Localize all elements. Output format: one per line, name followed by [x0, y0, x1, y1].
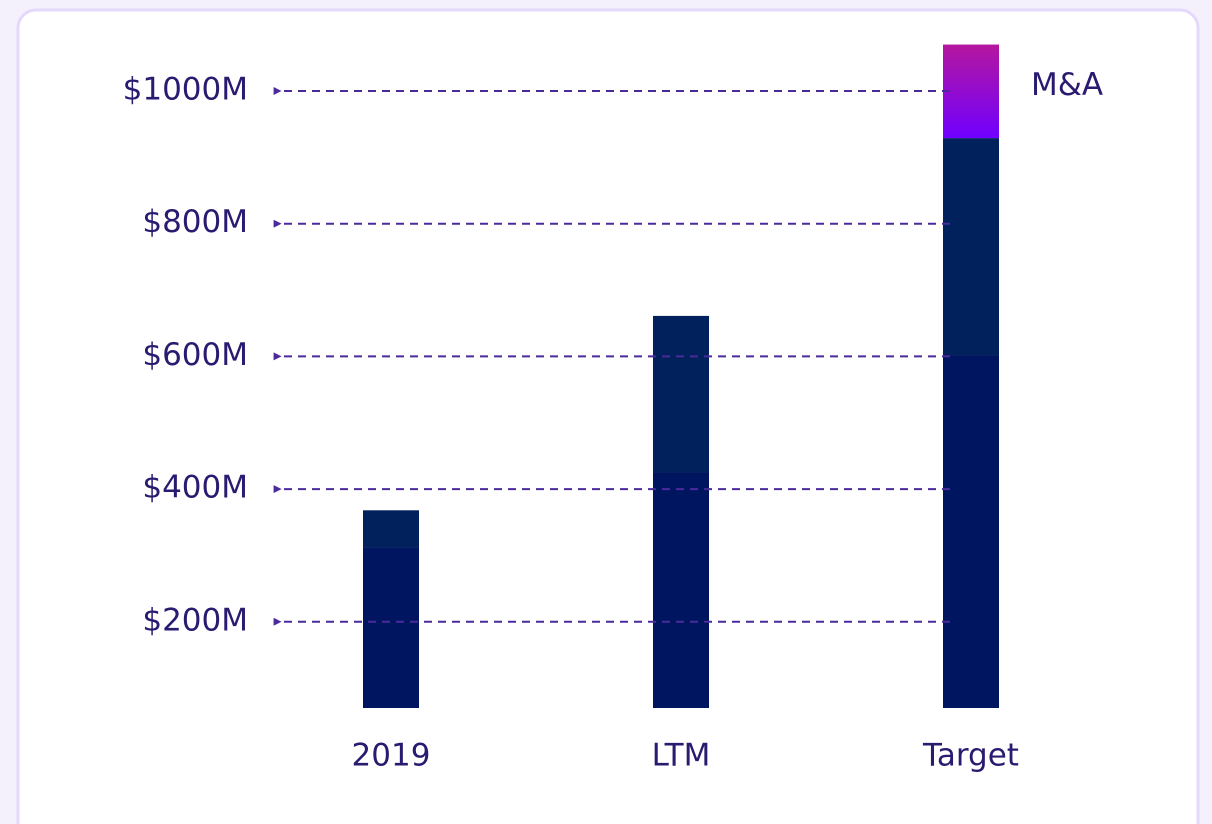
- bar-segment: [943, 44, 999, 139]
- x-tick-label: 2019: [352, 738, 431, 774]
- bar-segment: [363, 510, 419, 548]
- y-tick-label: $200M: [142, 602, 248, 638]
- card: [16, 8, 1200, 824]
- y-tick-label: $400M: [142, 470, 248, 506]
- x-tick-label: LTM: [652, 738, 711, 774]
- segment-label: M&A: [1031, 67, 1103, 103]
- y-tick-label: $600M: [142, 337, 248, 373]
- x-tick-label: Target: [922, 738, 1019, 774]
- y-tick-label: $800M: [142, 204, 248, 240]
- y-tick-label: $1000M: [123, 72, 248, 108]
- bar-segment: [653, 472, 709, 708]
- bar-segment: [363, 547, 419, 708]
- bar-segment: [943, 355, 999, 708]
- bar-segment: [653, 315, 709, 473]
- bar-segment: [943, 138, 999, 356]
